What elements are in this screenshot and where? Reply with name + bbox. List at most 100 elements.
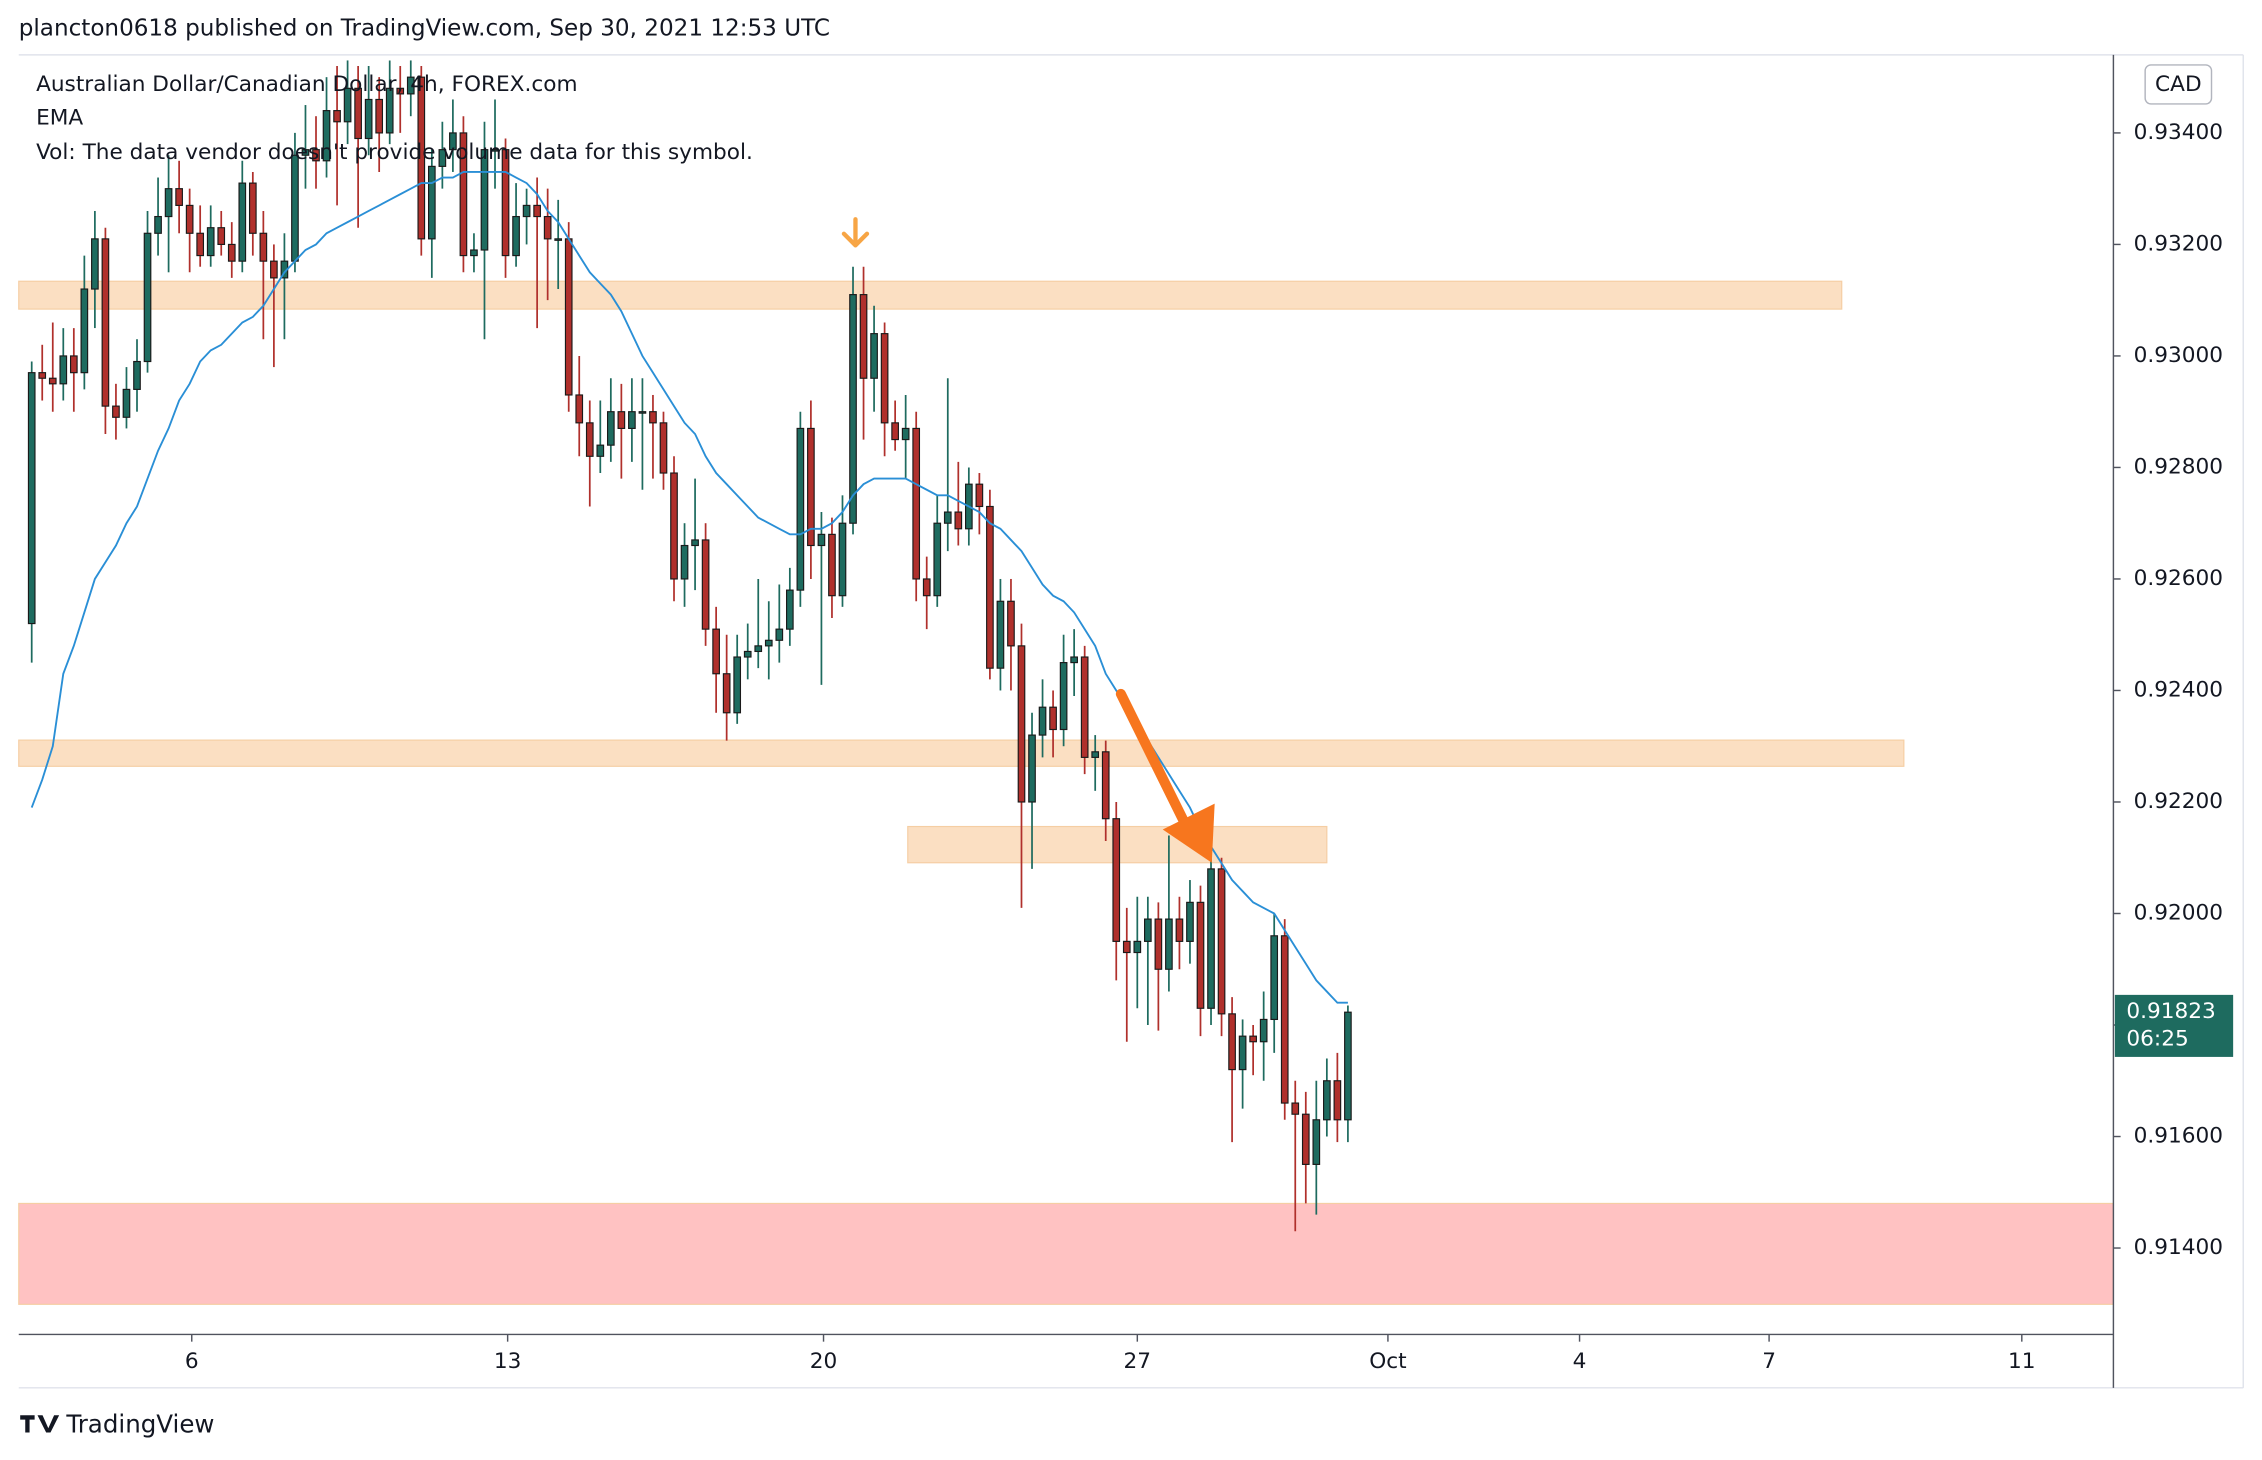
candle-body: [1007, 600, 1015, 647]
candle-body: [986, 505, 994, 669]
currency[interactable]: CAD: [2155, 72, 2202, 97]
candle-body: [996, 600, 1005, 669]
candle-body: [933, 522, 942, 597]
candle-body: [1133, 940, 1142, 954]
candle-body: [385, 87, 394, 134]
x-tick-label: 7: [1762, 1349, 1776, 1374]
candles: [27, 60, 1352, 1232]
candle-body: [1312, 1119, 1321, 1165]
candle-body: [1249, 1035, 1257, 1043]
candle-body: [248, 182, 257, 234]
big-arrow: [1115, 688, 1215, 863]
candle-body: [1028, 734, 1036, 803]
candle-body: [628, 411, 636, 430]
x-tick-label: 13: [494, 1349, 522, 1374]
candle-body: [164, 188, 173, 218]
candle-body: [59, 355, 68, 385]
small-arrow: [841, 217, 870, 248]
candle-body: [491, 149, 499, 152]
candle-body: [712, 628, 720, 675]
candle-body: [69, 355, 78, 374]
y-tick-label: 0.92000: [2134, 900, 2223, 925]
candle-body: [470, 249, 478, 257]
volume-note: Vol: The data vendor doesn't provide vol…: [36, 140, 753, 165]
candle-body: [438, 149, 447, 167]
candle-body: [575, 394, 584, 424]
candle-body: [1017, 645, 1026, 803]
candle-body: [185, 204, 194, 234]
candle-body: [880, 333, 889, 424]
candle-body: [533, 204, 541, 218]
currency-box[interactable]: [2144, 64, 2213, 105]
candle-body: [785, 589, 794, 630]
candle-body: [975, 483, 984, 508]
candle-body: [375, 98, 384, 134]
x-tick-label: 4: [1573, 1349, 1587, 1374]
candle-body: [638, 411, 647, 414]
candle-body: [291, 154, 299, 262]
candle-body: [901, 427, 910, 441]
candle-body: [1154, 918, 1163, 970]
candle-body: [1291, 1102, 1300, 1115]
candle-body: [1091, 751, 1100, 758]
last-price-box: [2114, 994, 2234, 1057]
candle-body: [206, 227, 215, 257]
candle-body: [849, 294, 857, 524]
y-tick-label: 0.92200: [2134, 789, 2223, 814]
candle-body: [259, 232, 268, 262]
candle-body: [364, 98, 373, 140]
candle-body: [1186, 901, 1194, 942]
candle-body: [227, 243, 236, 262]
candle-body: [1323, 1080, 1331, 1121]
candle-body: [922, 578, 931, 597]
countdown: 06:25: [2126, 1027, 2188, 1052]
candle-body: [459, 132, 468, 257]
brand-text: TradingView: [65, 1409, 214, 1438]
zone: [18, 280, 1843, 310]
candle-body: [322, 110, 331, 162]
candle-body: [406, 76, 415, 95]
candle-body: [543, 215, 552, 240]
candle-body: [312, 149, 320, 162]
candle-body: [154, 215, 162, 234]
candle-body: [522, 204, 531, 218]
candle-body: [870, 333, 878, 379]
candle-body: [680, 544, 689, 580]
candle-body: [764, 639, 773, 647]
candle-body: [396, 87, 405, 95]
candle-body: [449, 132, 457, 151]
candle-body: [1196, 901, 1205, 1009]
candle-body: [91, 238, 99, 290]
candle-body: [701, 539, 710, 630]
y-tick-label: 0.93200: [2134, 231, 2223, 256]
candle-body: [796, 427, 805, 591]
candle-body: [943, 511, 952, 524]
x-tick-label: 11: [2008, 1349, 2036, 1374]
candle-body: [417, 76, 426, 240]
candle-body: [1144, 918, 1152, 942]
candle-body: [333, 110, 341, 123]
candle-body: [838, 522, 847, 597]
candle-body: [122, 388, 131, 418]
candle-body: [343, 87, 352, 123]
candle-body: [143, 232, 152, 363]
zone: [18, 739, 1905, 767]
zone: [18, 1202, 2114, 1305]
symbol-legend: Australian Dollar/Canadian Dollar, 4h, F…: [36, 72, 577, 97]
candle-body: [1112, 818, 1121, 942]
candle-body: [101, 238, 110, 407]
y-tick-label: 0.93000: [2134, 343, 2223, 368]
candle-body: [722, 673, 731, 714]
candle-body: [1122, 940, 1131, 954]
candle-body: [1217, 868, 1226, 1015]
candle-body: [585, 422, 594, 457]
x-tick-label: Oct: [1369, 1349, 1406, 1374]
candle-body: [1228, 1013, 1236, 1071]
candle-body: [1270, 935, 1279, 1021]
candle-body: [112, 405, 120, 418]
candle-body: [238, 182, 247, 262]
candle-body: [554, 238, 563, 241]
candle-body: [427, 165, 436, 240]
candle-body: [38, 372, 47, 379]
